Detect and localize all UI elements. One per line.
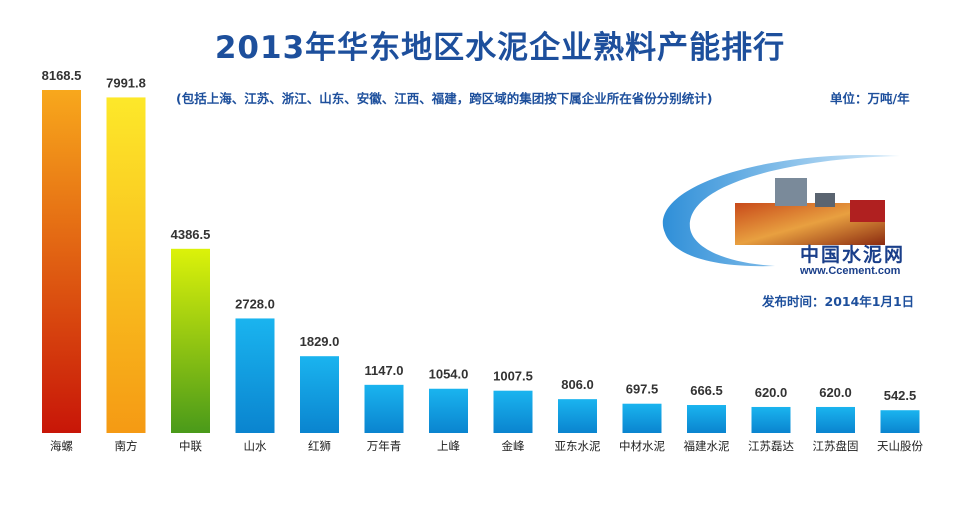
bar-value-label: 1147.0 (364, 363, 403, 378)
category-label: 南方 (115, 439, 138, 453)
category-label: 中联 (179, 439, 202, 453)
category-label: 亚东水泥 (555, 439, 601, 453)
bar-5 (364, 384, 404, 433)
category-label: 江苏盘固 (813, 439, 859, 453)
category-label: 金峰 (502, 439, 525, 453)
category-label: 海螺 (50, 439, 73, 453)
category-label: 江苏磊达 (748, 439, 794, 453)
category-label: 中材水泥 (619, 439, 665, 453)
bar-0 (42, 90, 81, 433)
bar-2 (171, 248, 210, 433)
bar-10 (687, 405, 726, 433)
bar-3 (235, 318, 275, 433)
chart-title: 2013年华东地区水泥企业熟料产能排行 (214, 30, 786, 66)
bar-value-label: 620.0 (819, 385, 852, 400)
category-label: 万年青 (367, 439, 402, 453)
bar-9 (622, 403, 662, 433)
bar-value-label: 4386.5 (171, 227, 211, 242)
bar-value-label: 542.5 (884, 388, 917, 403)
bar-value-label: 1054.0 (429, 367, 469, 382)
bar-4 (300, 356, 339, 433)
bar-12 (816, 406, 855, 433)
ccement-logo-icon (662, 154, 900, 267)
bar-1 (106, 97, 146, 433)
unit-label: 单位：万吨/年 (830, 91, 910, 106)
category-label: 福建水泥 (684, 439, 730, 453)
bar-7 (493, 390, 533, 433)
chart-subtitle: (包括上海、江苏、浙江、山东、安徽、江西、福建，跨区域的集团按下属企业所在省份分… (176, 91, 713, 106)
bar-value-label: 8168.5 (42, 68, 82, 83)
bar-13 (880, 410, 920, 433)
category-label: 山水 (244, 439, 267, 453)
bar-value-label: 1829.0 (300, 334, 340, 349)
bar-value-label: 620.0 (755, 385, 788, 400)
bar-value-label: 7991.8 (106, 75, 146, 90)
bar-6 (429, 388, 468, 433)
bar-11 (751, 406, 791, 433)
bar-value-label: 806.0 (561, 377, 594, 392)
category-label: 上峰 (437, 439, 460, 453)
bar-value-label: 666.5 (690, 383, 723, 398)
logo-name: 中国水泥网 (800, 244, 906, 266)
bar-value-label: 2728.0 (235, 296, 275, 311)
bar-value-label: 1007.5 (493, 369, 533, 384)
bar-8 (558, 399, 597, 433)
bar-value-label: 697.5 (626, 382, 659, 397)
publish-date: 发布时间：2014年1月1日 (762, 294, 915, 309)
category-label: 红狮 (308, 439, 331, 453)
logo-url: www.Ccement.com (800, 265, 901, 277)
category-label: 天山股份 (877, 439, 923, 453)
